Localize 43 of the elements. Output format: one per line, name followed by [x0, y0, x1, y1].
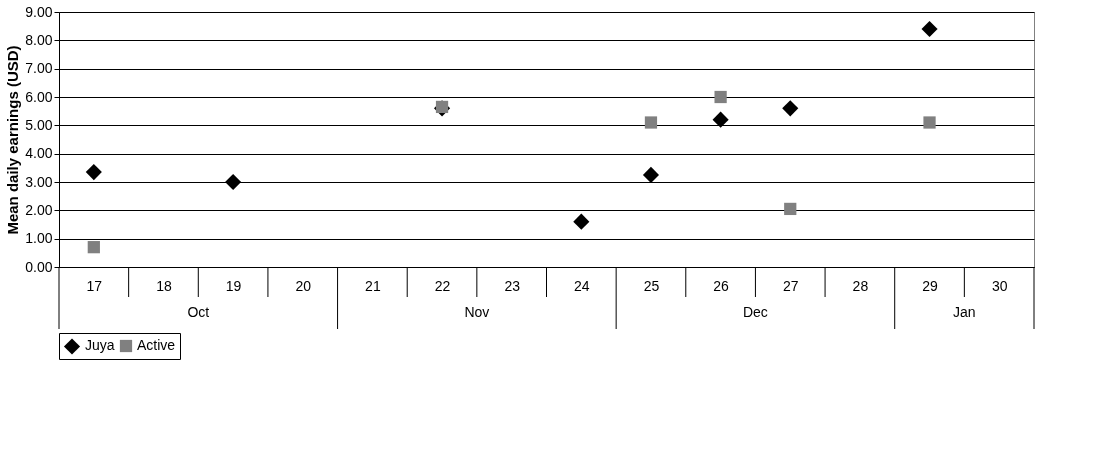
point: [782, 100, 799, 117]
x-tick-label: 22: [434, 277, 451, 294]
point: [642, 166, 660, 183]
x-tick-label: 25: [643, 277, 660, 294]
text: Jan: [953, 304, 976, 320]
x-tick-label: 24: [574, 277, 590, 294]
y-tick-label: 7.00: [25, 60, 53, 77]
y-tick-label: 1.00: [25, 230, 53, 247]
point: [923, 116, 936, 129]
y-tick-label: 3.00: [25, 173, 53, 190]
legend-label: Active: [137, 337, 176, 353]
point: [85, 164, 102, 181]
x-tick-label: 28: [852, 277, 869, 294]
x-tick-label: 17: [86, 277, 103, 294]
point: [784, 202, 797, 216]
y-tick-label: 2.00: [25, 201, 53, 218]
x-tick-label: 21: [365, 277, 381, 294]
point: [921, 20, 938, 38]
point: [573, 213, 590, 230]
x-tick-label: 20: [295, 277, 312, 294]
legend-label: Juya: [85, 337, 115, 354]
y-axis-title: Mean daily earnings (USD): [4, 45, 22, 235]
x-tick-label: 29: [922, 277, 939, 294]
y-tick-label: 0.00: [25, 258, 53, 275]
y-tick-label: 4.00: [25, 145, 53, 162]
y-tick-label: 9.00: [25, 3, 53, 20]
text: Oct: [187, 304, 210, 320]
y-tick-label: 5.00: [25, 116, 53, 133]
x-tick-label: 23: [504, 277, 521, 294]
point: [225, 173, 242, 191]
point: [644, 116, 658, 129]
x-tick-label: 27: [782, 277, 799, 294]
x-tick-label: 19: [225, 277, 242, 294]
x-tick-label: 26: [713, 277, 730, 294]
point: [714, 90, 727, 104]
y-tick-label: 6.00: [25, 88, 53, 105]
point: [712, 111, 729, 128]
y-tick-label: 8.00: [25, 31, 53, 48]
text: Dec: [742, 304, 768, 320]
text: Nov: [464, 304, 490, 320]
x-tick-label: 18: [156, 277, 172, 294]
x-tick-label: 30: [991, 277, 1008, 294]
point: [87, 241, 100, 254]
